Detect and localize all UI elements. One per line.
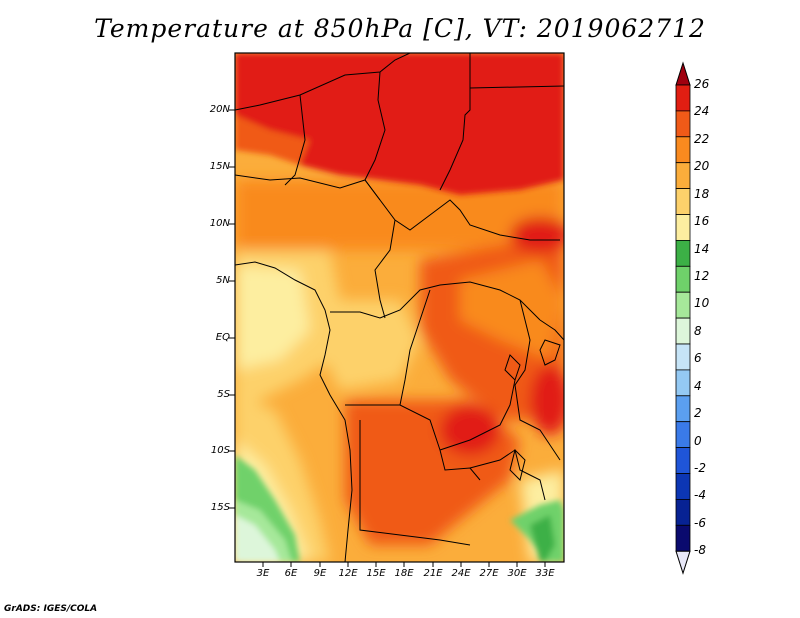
axis-ticks xyxy=(229,109,546,567)
y-tick-label: 10S xyxy=(210,445,230,456)
x-tick-label: 27E xyxy=(479,568,499,579)
credit-text: GrADS: IGES/COLA xyxy=(4,604,98,614)
colorbar-label: -2 xyxy=(694,460,706,475)
colorbar-swatch xyxy=(675,265,691,293)
colorbar-swatch xyxy=(675,343,691,371)
colorbar-swatch xyxy=(675,84,691,112)
colorbar-swatch xyxy=(675,239,691,267)
x-tick-label: 12E xyxy=(338,568,358,579)
colorbar-swatch xyxy=(675,317,691,345)
colorbar-swatch xyxy=(675,136,691,164)
y-tick-label: 10N xyxy=(209,218,230,229)
colorbar-label: -4 xyxy=(694,488,706,503)
colorbar-swatch xyxy=(675,524,691,552)
x-tick-label: 30E xyxy=(507,568,527,579)
colorbar-label: 24 xyxy=(694,104,710,119)
colorbar-swatch xyxy=(675,162,691,189)
colorbar-swatch xyxy=(675,447,691,474)
colorbar-label: -8 xyxy=(694,543,706,558)
x-tick-label: 6E xyxy=(284,568,298,579)
x-tick-label: 21E xyxy=(423,568,443,579)
colorbar-label: 2 xyxy=(694,406,702,421)
colorbar-swatch xyxy=(675,395,691,423)
x-tick-label: 3E xyxy=(256,568,270,579)
map-title: Temperature at 850hPa [C], VT: 201906271… xyxy=(94,14,706,43)
colorbar-label: -6 xyxy=(694,515,706,530)
temperature-field xyxy=(235,53,564,562)
colorbar-cap-top xyxy=(675,61,691,86)
colorbar-swatch xyxy=(675,421,691,449)
colorbar-label: 18 xyxy=(694,186,710,201)
x-tick-label: 15E xyxy=(366,568,386,579)
colorbar-label: 0 xyxy=(694,433,702,448)
y-tick-label: 15S xyxy=(210,502,230,513)
colorbar-label: 12 xyxy=(694,268,710,283)
colorbar-label: 20 xyxy=(694,159,710,174)
colorbar-label: 16 xyxy=(694,214,710,229)
y-tick-label: EQ xyxy=(215,332,230,343)
country-borders xyxy=(235,53,564,562)
y-tick-label: 15N xyxy=(209,161,230,172)
x-tick-label: 33E xyxy=(535,568,555,579)
x-tick-label: 24E xyxy=(451,568,471,579)
colorbar-label: 26 xyxy=(694,77,710,91)
x-tick-label: 9E xyxy=(313,568,327,579)
y-tick-label: 20N xyxy=(209,104,230,115)
colorbar-label: 6 xyxy=(694,351,702,366)
colorbar-label: 8 xyxy=(694,323,702,338)
colorbar-swatch xyxy=(675,369,691,397)
y-tick-label: 5N xyxy=(216,275,230,286)
plot-frame xyxy=(234,52,565,563)
colorbar-cap-bottom xyxy=(675,550,691,575)
x-tick-label: 18E xyxy=(394,568,414,579)
colorbar-label: 14 xyxy=(694,241,710,256)
colorbar xyxy=(675,61,691,575)
colorbar-swatch xyxy=(675,498,691,526)
colorbar-swatch xyxy=(675,291,691,319)
y-tick-label: 5S xyxy=(217,389,230,400)
colorbar-swatch xyxy=(675,214,691,241)
colorbar-label: 4 xyxy=(694,378,702,393)
colorbar-swatch xyxy=(675,473,691,500)
colorbar-swatch xyxy=(675,188,691,215)
colorbar-label: 22 xyxy=(694,131,710,146)
colorbar-label: 10 xyxy=(694,296,710,311)
colorbar-swatch xyxy=(675,110,691,138)
